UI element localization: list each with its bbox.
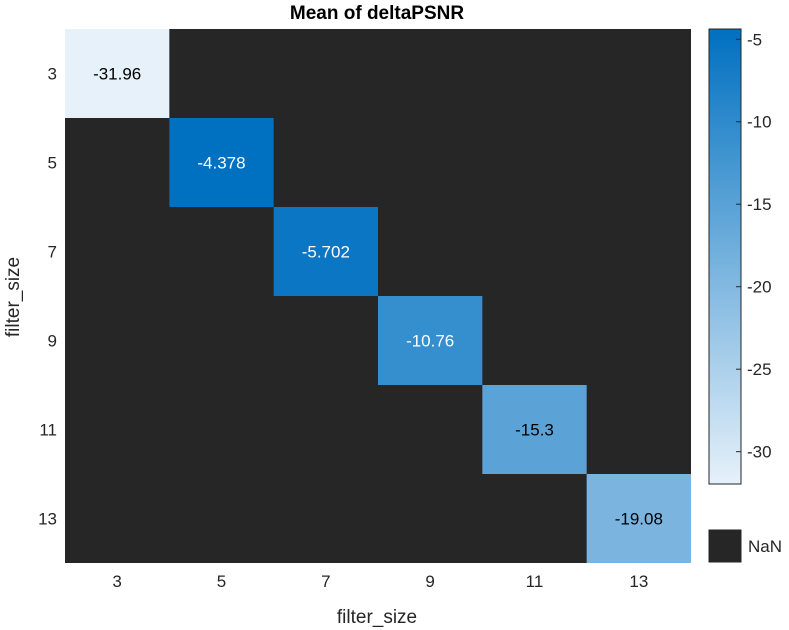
nan-label: NaN — [748, 537, 782, 556]
cell-value-label: -4.378 — [197, 154, 245, 173]
colorbar: -5 -10 -15 -20 -25 -30 — [708, 28, 772, 485]
x-tick-label: 5 — [217, 572, 226, 591]
chart-title: Mean of deltaPSNR — [290, 3, 464, 24]
heatmap-cell — [586, 474, 691, 563]
cell-value-label: -15.3 — [515, 421, 554, 440]
x-tick-label: 11 — [526, 572, 544, 591]
colorbar-tick-label: -20 — [747, 278, 772, 297]
heatmap-cell — [273, 207, 378, 296]
y-tick-label: 9 — [48, 332, 57, 351]
cell-value-label: -10.76 — [406, 332, 454, 351]
cell-value-label: -31.96 — [93, 65, 141, 84]
x-tick-label: 3 — [112, 572, 121, 591]
cell-value-label: -19.08 — [615, 510, 663, 529]
heatmap-cell — [482, 385, 587, 474]
nan-swatch — [708, 529, 742, 563]
y-tick-label: 7 — [48, 243, 57, 262]
y-tick-label: 5 — [48, 154, 57, 173]
y-tick-label: 13 — [38, 510, 57, 529]
colorbar-tick-label: -25 — [747, 360, 772, 379]
x-tick-label: 13 — [629, 572, 648, 591]
heatmap-grid: -31.96 -4.378 -5.702 -10.76 -15.3 -19.08 — [65, 29, 691, 563]
nan-legend: NaN — [708, 529, 782, 563]
colorbar-tick-label: -10 — [747, 113, 772, 132]
x-axis-ticks: 3 5 7 9 11 13 — [112, 572, 648, 591]
y-tick-label: 11 — [39, 421, 57, 440]
heatmap-cell — [169, 118, 274, 207]
x-axis-title: filter_size — [337, 607, 417, 628]
colorbar-tick-label: -15 — [747, 195, 772, 214]
x-tick-label: 7 — [321, 572, 330, 591]
cell-value-label: -5.702 — [302, 243, 350, 262]
y-axis-ticks: 3 5 7 9 11 13 — [38, 65, 57, 529]
y-axis-title: filter_size — [3, 257, 24, 337]
colorbar-tick-label: -30 — [747, 443, 772, 462]
x-tick-label: 9 — [425, 572, 434, 591]
y-tick-label: 3 — [48, 65, 57, 84]
colorbar-tick-label: -5 — [747, 30, 762, 49]
colorbar-gradient — [708, 28, 742, 485]
heatmap-cell — [65, 29, 170, 118]
heatmap-cell — [378, 296, 483, 385]
